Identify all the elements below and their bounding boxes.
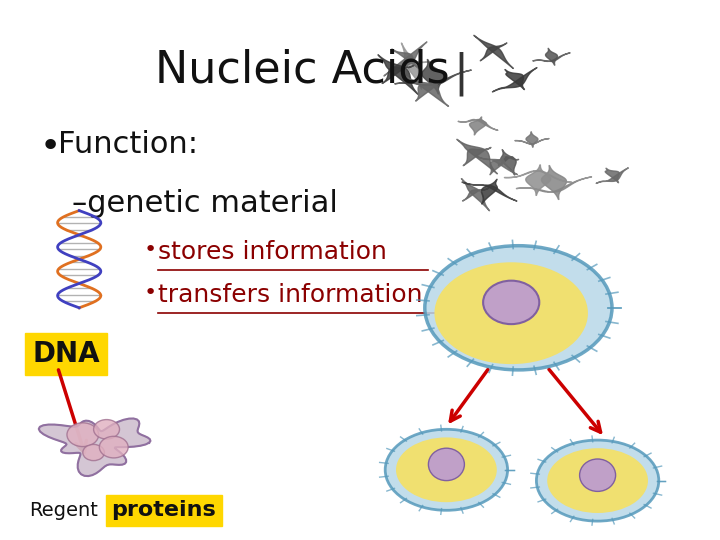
Ellipse shape [425, 246, 612, 370]
Ellipse shape [547, 448, 648, 513]
Text: stores information: stores information [158, 240, 387, 264]
Circle shape [99, 436, 128, 458]
Ellipse shape [385, 429, 508, 510]
Text: Nucleic Acids: Nucleic Acids [155, 49, 450, 92]
Circle shape [67, 423, 99, 447]
Ellipse shape [428, 448, 464, 481]
Text: DNA: DNA [32, 340, 100, 368]
Text: |: | [454, 51, 469, 96]
Text: transfers information: transfers information [158, 284, 423, 307]
Text: •: • [40, 130, 61, 164]
Text: Function:: Function: [58, 130, 197, 159]
Text: proteins: proteins [112, 500, 216, 521]
Circle shape [94, 420, 120, 439]
Ellipse shape [580, 459, 616, 491]
Ellipse shape [396, 437, 497, 502]
Ellipse shape [536, 440, 659, 521]
Text: Regent: Regent [29, 501, 98, 520]
Text: •: • [144, 284, 157, 303]
Text: –genetic material: –genetic material [72, 189, 338, 218]
Text: •: • [144, 240, 157, 260]
Circle shape [83, 444, 104, 461]
Polygon shape [39, 418, 150, 476]
Ellipse shape [434, 262, 588, 364]
Ellipse shape [483, 281, 539, 324]
